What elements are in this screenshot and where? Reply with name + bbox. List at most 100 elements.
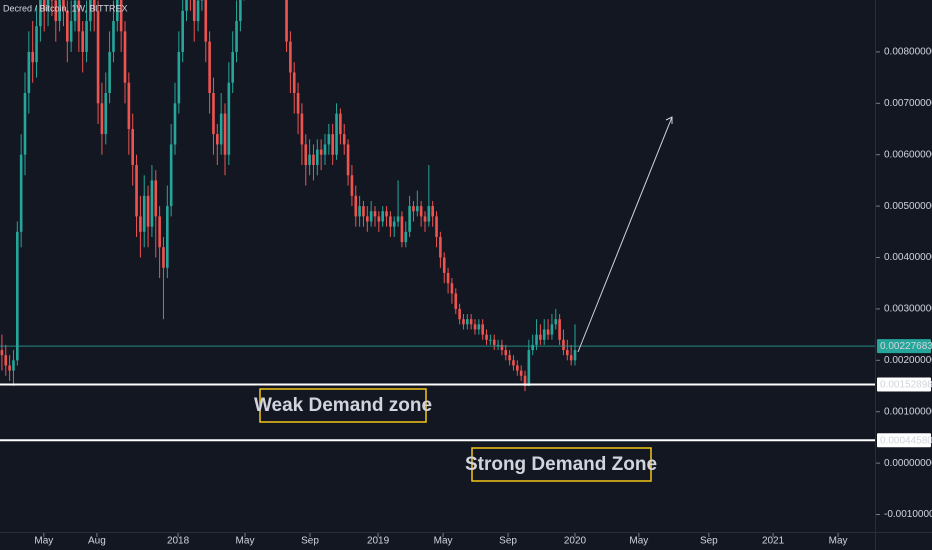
- price-label-box: [877, 433, 931, 448]
- candle-body: [408, 206, 411, 232]
- y-tick-label: 0.00500000: [884, 201, 932, 212]
- candle-body: [150, 180, 154, 227]
- candle-body: [396, 216, 400, 222]
- x-tick-label: Aug: [88, 536, 106, 547]
- candle-body: [96, 10, 100, 104]
- y-tick-label: 0.00300000: [884, 304, 932, 315]
- candle-body: [304, 144, 308, 165]
- x-tick-label: Sep: [301, 536, 319, 547]
- candle-body: [185, 0, 188, 11]
- candle-body: [431, 206, 434, 217]
- candle-body: [104, 93, 108, 135]
- candle-body: [504, 350, 508, 356]
- candles: [0, 0, 577, 392]
- candle-body: [69, 21, 73, 42]
- candle-body: [419, 206, 423, 217]
- candle-body: [342, 134, 346, 145]
- candle-body: [112, 21, 115, 52]
- annotation: Weak Demand zone: [254, 395, 432, 416]
- candle-body: [542, 329, 546, 340]
- candle-body: [523, 375, 527, 387]
- candle-body: [27, 51, 31, 94]
- candle-body: [158, 216, 161, 248]
- candle-body: [489, 339, 492, 341]
- y-tick-label: -0.00100000: [884, 509, 932, 520]
- candle-body: [319, 149, 323, 155]
- candle-body: [300, 113, 304, 145]
- candle-body: [285, 0, 288, 42]
- x-tick-label: 2021: [762, 536, 785, 547]
- price-label: 0.00227683: [880, 341, 932, 352]
- candle-body: [554, 319, 558, 325]
- candle-body: [366, 216, 369, 222]
- x-tick-label: Sep: [700, 536, 718, 547]
- candle-body: [92, 0, 96, 11]
- candle-body: [16, 231, 19, 361]
- candle-body: [219, 113, 223, 145]
- candle-body: [458, 308, 461, 320]
- candle-body: [400, 216, 404, 243]
- candle-body: [73, 0, 77, 22]
- candle-body: [162, 247, 165, 268]
- candle-body: [100, 103, 104, 135]
- candle-body: [573, 350, 577, 361]
- candle-body: [558, 319, 561, 340]
- candle-body: [423, 216, 427, 222]
- candle-body: [485, 334, 488, 340]
- candle-body: [39, 0, 42, 27]
- candle-body: [358, 206, 361, 217]
- x-tick-label: 2019: [367, 536, 390, 547]
- candle-body: [227, 82, 231, 155]
- annotation-box: [259, 388, 427, 423]
- candle-body: [439, 236, 442, 258]
- candle-body: [77, 0, 81, 32]
- x-tick-label: Sep: [499, 536, 517, 547]
- candle-body: [516, 365, 519, 371]
- symbol-title: Decred / Bitcoin, 1W, BITTREX: [3, 3, 128, 13]
- candle-body: [454, 293, 458, 309]
- candle-body: [35, 26, 38, 63]
- candle-body: [316, 149, 319, 165]
- candle-body: [481, 324, 484, 335]
- x-tick-label: May: [829, 536, 848, 547]
- candle-body: [212, 93, 215, 135]
- candle-body: [350, 175, 354, 196]
- y-tick-label: 0.00800000: [884, 47, 932, 58]
- y-tick-label: 0.00100000: [884, 406, 932, 417]
- candle-body: [173, 103, 177, 145]
- candle-body: [235, 21, 238, 52]
- candle-body: [135, 164, 138, 217]
- candle-body: [569, 355, 573, 361]
- candle-body: [369, 211, 373, 222]
- candle-body: [4, 355, 8, 366]
- candle-body: [469, 319, 473, 325]
- candle-body: [412, 206, 415, 212]
- x-tick-label: May: [236, 536, 255, 547]
- candle-body: [346, 144, 350, 176]
- candle-body: [473, 324, 477, 330]
- candle-body: [354, 195, 358, 217]
- candle-body: [89, 0, 92, 22]
- candle-body: [500, 344, 504, 351]
- candle-body: [519, 370, 523, 376]
- candle-body: [216, 134, 219, 145]
- candle-body: [169, 144, 173, 207]
- x-tick-label: 2020: [564, 536, 587, 547]
- candle-body: [527, 350, 531, 387]
- candle-body: [362, 206, 365, 217]
- y-tick-label: 0.00200000: [884, 355, 932, 366]
- candle-body: [81, 31, 84, 52]
- levels: 0.00227683 0.00152898 0.00044580: [0, 339, 932, 448]
- candle-body: [466, 319, 469, 325]
- x-tick-label: 2018: [167, 536, 190, 547]
- y-tick-label: 0.00400000: [884, 252, 932, 263]
- x-tick-label: May: [434, 536, 453, 547]
- candle-body: [181, 10, 184, 52]
- y-tick-label: 0.00000000: [884, 458, 932, 469]
- candle-body: [335, 113, 338, 155]
- candle-body: [550, 324, 554, 335]
- candle-body: [512, 360, 515, 366]
- candle-body: [177, 51, 181, 104]
